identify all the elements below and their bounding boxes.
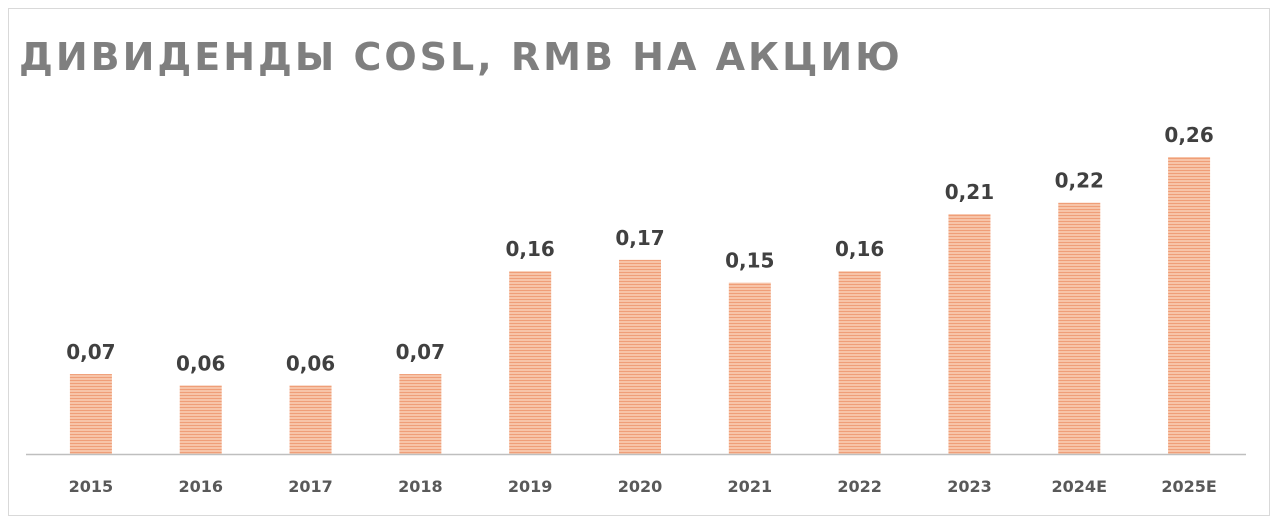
x-tick-2019: 2019	[508, 477, 553, 496]
chart-title: ДИВИДЕНДЫ COSL, RMB НА АКЦИЮ	[19, 35, 903, 79]
x-tick-2017: 2017	[288, 477, 333, 496]
bar-2015	[69, 374, 112, 454]
data-label-2016: 0,06	[176, 351, 225, 375]
x-tick-2020: 2020	[618, 477, 663, 496]
bar-2016	[179, 385, 222, 454]
x-tick-2018: 2018	[398, 477, 443, 496]
x-tick-2024E: 2024E	[1052, 477, 1107, 496]
x-tick-labels: 2015 2016 2017 2018 2019 2020 2021 2022 2023 2024…	[69, 477, 1217, 496]
data-label-2019: 0,16	[506, 237, 555, 261]
data-label-2024E: 0,22	[1055, 169, 1104, 193]
bar-2017	[289, 385, 332, 454]
bar-2018	[399, 374, 442, 454]
bars-group: 0,07 0,06 0,06 0,07 0,16 0,17 0,15 0,16 0,21 0,22…	[66, 123, 1214, 454]
data-label-2021: 0,15	[725, 249, 774, 273]
data-label-2020: 0,17	[615, 226, 664, 250]
x-tick-2021: 2021	[728, 477, 773, 496]
x-tick-2025E: 2025E	[1161, 477, 1216, 496]
bar-2024E	[1058, 202, 1101, 454]
bar-2023	[948, 214, 991, 454]
data-label-2023: 0,21	[945, 180, 994, 204]
bar-2022	[838, 271, 881, 454]
bar-2019	[509, 271, 552, 454]
x-tick-2015: 2015	[69, 477, 114, 496]
x-tick-2022: 2022	[837, 477, 882, 496]
bar-2020	[619, 259, 661, 454]
x-tick-2016: 2016	[178, 477, 223, 496]
data-label-2017: 0,06	[286, 351, 335, 375]
data-label-2025E: 0,26	[1164, 123, 1213, 147]
bar-2021	[728, 282, 771, 454]
bar-2025E	[1168, 157, 1211, 454]
x-tick-2023: 2023	[947, 477, 992, 496]
data-label-2022: 0,16	[835, 237, 884, 261]
data-label-2015: 0,07	[66, 340, 115, 364]
data-label-2018: 0,07	[396, 340, 445, 364]
